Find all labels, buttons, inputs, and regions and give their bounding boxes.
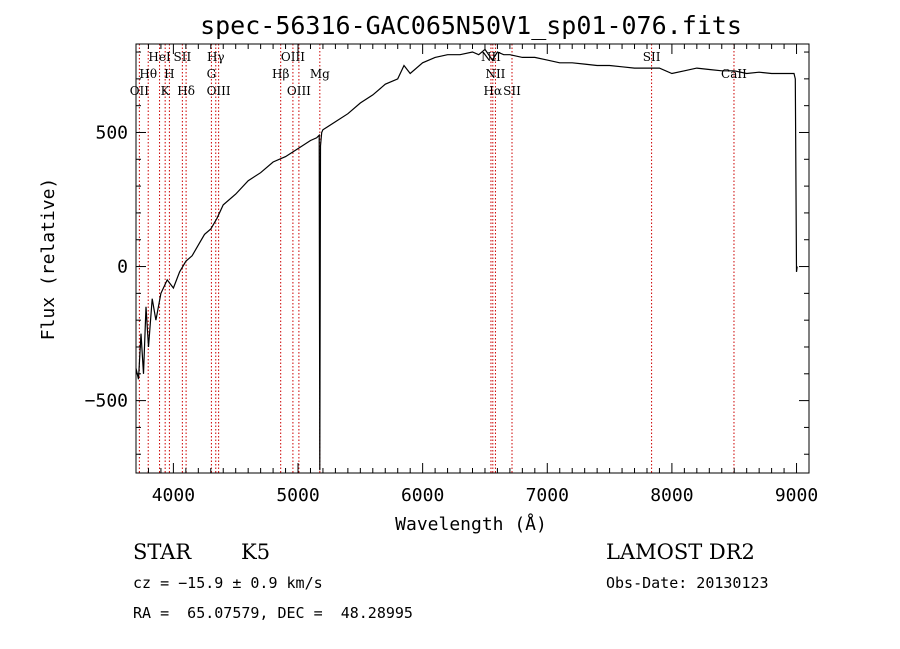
x-tick-label-0: 4000 bbox=[152, 485, 195, 506]
plot-border bbox=[135, 43, 810, 474]
x-axis-label: Wavelength (Å) bbox=[395, 513, 547, 535]
spectrum-series bbox=[135, 48, 798, 471]
y-tick-label-1: 0 bbox=[117, 257, 128, 278]
y-tick-label-0: −500 bbox=[85, 391, 128, 412]
object-class: STAR bbox=[133, 540, 192, 564]
spectrum-line-0 bbox=[135, 48, 798, 471]
line-marker-label-17: SII bbox=[503, 84, 521, 98]
y-axis-label: Flux (relative) bbox=[38, 178, 59, 341]
chart-title: spec-56316-GAC065N50V1_sp01-076.fits bbox=[200, 11, 742, 40]
line-marker-labels: OIIHθHeIKHSIIHδGHγOIIIHβOIIIOIIIMgNIIHαN… bbox=[130, 50, 747, 98]
line-marker-label-18: SII bbox=[643, 50, 661, 64]
line-marker-label-12: OIII bbox=[287, 84, 311, 98]
line-marker-label-19: CaII bbox=[721, 67, 747, 81]
object-subclass: K5 bbox=[241, 540, 271, 564]
spectrum-chart: OIIHθHeIKHSIIHδGHγOIIIHβOIIIOIIIMgNIIHαN… bbox=[38, 11, 819, 535]
line-marker-label-11: OIII bbox=[281, 50, 305, 64]
observation-date: Obs-Date: 20130123 bbox=[606, 574, 769, 592]
line-marker-label-5: SII bbox=[174, 50, 192, 64]
coordinates: RA = 65.07579, DEC = 48.28995 bbox=[133, 604, 413, 622]
x-tick-label-5: 9000 bbox=[775, 485, 818, 506]
line-marker-label-4: H bbox=[164, 67, 174, 81]
line-marker-label-9: OIII bbox=[207, 84, 231, 98]
line-marker-label-10: Hβ bbox=[272, 67, 289, 81]
line-marker-label-13: Mg bbox=[310, 67, 330, 81]
x-tick-label-3: 7000 bbox=[526, 485, 569, 506]
survey-name: LAMOST DR2 bbox=[606, 540, 755, 564]
line-marker-label-16: NII bbox=[485, 67, 505, 81]
line-marker-label-15: Hα bbox=[484, 84, 503, 98]
line-markers bbox=[138, 44, 735, 473]
line-marker-label-7: G bbox=[207, 67, 217, 81]
line-marker-label-3: K bbox=[161, 84, 171, 98]
line-marker-label-2: HeI bbox=[148, 50, 171, 64]
x-tick-label-2: 6000 bbox=[401, 485, 444, 506]
y-tick-label-2: 500 bbox=[95, 122, 128, 143]
redshift-value: cz = −15.9 ± 0.9 km/s bbox=[133, 574, 323, 592]
axis-tick-labels: 4000 5000 6000 7000 8000 9000 −500 0 500 bbox=[85, 122, 819, 506]
line-marker-label-6: Hδ bbox=[177, 84, 195, 98]
line-marker-label-8: Hγ bbox=[207, 50, 225, 64]
line-marker-label-1: Hθ bbox=[139, 67, 157, 81]
line-marker-label-0: OII bbox=[130, 84, 150, 98]
axis-ticks bbox=[135, 44, 810, 473]
x-tick-label-4: 8000 bbox=[650, 485, 693, 506]
x-tick-label-1: 5000 bbox=[276, 485, 319, 506]
plot-frame bbox=[135, 43, 810, 474]
line-marker-label-14: NII bbox=[481, 50, 501, 64]
